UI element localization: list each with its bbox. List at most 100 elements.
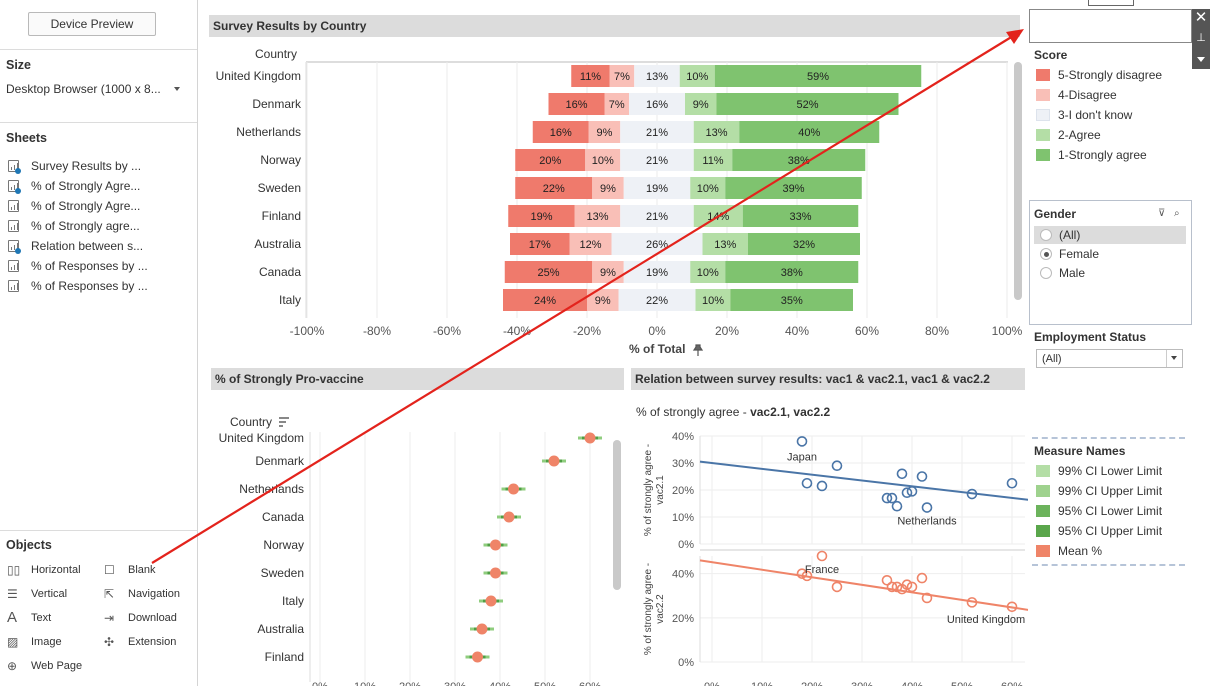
object-web-page[interactable]: ⊕ Web Page	[7, 659, 99, 677]
mean-point[interactable]	[503, 511, 515, 523]
score-legend-item[interactable]: 2-Agree	[1036, 127, 1186, 143]
bar-value-label: 35%	[781, 295, 803, 307]
mean-point[interactable]	[490, 567, 501, 579]
relation-subtitle-bold: vac2.1, vac2.2	[750, 405, 831, 419]
sheet-item[interactable]: % of Responses by ...	[8, 278, 193, 296]
legend-swatch	[1036, 129, 1050, 141]
scatter-point[interactable]	[916, 572, 928, 584]
object-horizontal[interactable]: ▯▯ Horizontal	[7, 563, 99, 581]
country-axis-title: Country	[230, 415, 272, 429]
scatter-point[interactable]	[966, 597, 978, 608]
gender-option[interactable]: (All)	[1034, 226, 1184, 244]
scatter-point[interactable]	[901, 579, 913, 591]
category-label: Norway	[260, 153, 301, 167]
divider	[0, 530, 197, 531]
x-tick-label: 60%	[1001, 681, 1023, 686]
x-tick-label: -40%	[503, 324, 531, 338]
mean-point[interactable]	[485, 595, 497, 607]
blank-object-placeholder[interactable]	[1029, 9, 1192, 43]
scatter-point[interactable]	[891, 581, 903, 593]
mean-point[interactable]	[584, 432, 596, 444]
measure-legend-item[interactable]: 95% CI Lower Limit	[1036, 503, 1186, 519]
pin-icon[interactable]: ⊥	[1196, 32, 1206, 44]
pro-vaccine-scrollbar[interactable]	[613, 440, 621, 590]
score-legend-item[interactable]: 5-Strongly disagree	[1036, 67, 1186, 83]
size-dropdown[interactable]: Desktop Browser (1000 x 8...	[6, 82, 182, 98]
category-label: Canada	[262, 510, 304, 524]
sheet-item[interactable]: % of Strongly Agre...	[8, 198, 193, 216]
clear-filter-icon[interactable]: ⊽	[1158, 208, 1166, 219]
bar-value-label: 9%	[600, 267, 616, 279]
globe-icon: ⊕	[7, 659, 18, 673]
scatter-point[interactable]	[1006, 601, 1018, 613]
legend-swatch	[1036, 69, 1050, 81]
sheet-item[interactable]: Survey Results by ...	[8, 158, 193, 176]
scatter-point[interactable]	[796, 436, 808, 447]
sheet-item[interactable]: % of Strongly Agre...	[8, 178, 193, 196]
bar-value-label: 21%	[646, 127, 668, 139]
y-tick-label: 0%	[678, 657, 694, 669]
close-icon[interactable]: ✕	[1194, 9, 1208, 26]
mean-point[interactable]	[472, 651, 483, 663]
score-legend-item[interactable]: 3-I don't know	[1036, 107, 1186, 123]
measure-legend-item[interactable]: 95% CI Upper Limit	[1036, 523, 1186, 539]
category-label: Italy	[279, 293, 301, 307]
legend-swatch	[1036, 149, 1050, 161]
object-extension[interactable]: ✣ Extension	[104, 635, 196, 653]
mean-point[interactable]	[490, 539, 501, 551]
x-tick-label: -80%	[363, 324, 391, 338]
country-axis-title: Country	[255, 47, 297, 61]
scatter-point[interactable]	[831, 581, 843, 593]
chevron-down-icon[interactable]	[1197, 57, 1205, 62]
mean-point[interactable]	[476, 623, 488, 635]
gender-option[interactable]: Male	[1034, 264, 1184, 282]
scatter-point[interactable]	[921, 502, 933, 513]
object-image[interactable]: ▨ Image	[7, 635, 99, 653]
measure-legend-item[interactable]: 99% CI Lower Limit	[1036, 463, 1186, 479]
sheet-item[interactable]: Relation between s...	[8, 238, 193, 256]
sheet-item[interactable]: % of Responses by ...	[8, 258, 193, 276]
scatter-point[interactable]	[816, 480, 828, 492]
device-preview-button[interactable]: Device Preview	[28, 12, 156, 36]
measure-legend-item[interactable]: Mean %	[1036, 543, 1186, 559]
object-text[interactable]: A Text	[7, 610, 99, 629]
drag-handle[interactable]	[1088, 0, 1134, 6]
legend-swatch	[1036, 505, 1050, 517]
scatter-point[interactable]	[921, 592, 933, 604]
scatter-point[interactable]	[916, 471, 928, 482]
gender-option[interactable]: Female	[1034, 245, 1184, 263]
object-download[interactable]: ⇥ Download	[104, 611, 196, 629]
bar-value-label: 24%	[534, 295, 556, 307]
object-vertical[interactable]: ☰ Vertical	[7, 587, 99, 605]
radio-button[interactable]	[1040, 248, 1052, 260]
scatter-point[interactable]	[896, 468, 908, 480]
scatter-point[interactable]	[886, 581, 898, 593]
scatter-point[interactable]	[801, 570, 813, 582]
mean-point[interactable]	[548, 455, 560, 467]
score-legend-item[interactable]: 1-Strongly agree	[1036, 147, 1186, 163]
scatter-point[interactable]	[796, 568, 808, 579]
scatter-point[interactable]	[816, 550, 828, 562]
sheet-item[interactable]: % of Strongly agre...	[8, 218, 193, 236]
chevron-down-icon	[1171, 356, 1177, 360]
scatter-point[interactable]	[891, 500, 903, 512]
measure-legend-item[interactable]: 99% CI Upper Limit	[1036, 483, 1186, 499]
object-navigation[interactable]: ⇱ Navigation	[104, 587, 196, 605]
mean-point[interactable]	[508, 483, 519, 495]
survey-scrollbar[interactable]	[1014, 62, 1022, 300]
object-label: Web Page	[31, 660, 83, 672]
scatter-point[interactable]	[881, 574, 893, 586]
y-tick-label: 10%	[672, 512, 694, 524]
trend-line	[699, 460, 1028, 501]
score-legend-item[interactable]: 4-Disagree	[1036, 87, 1186, 103]
radio-button[interactable]	[1040, 267, 1052, 279]
search-icon[interactable]: ⌕	[1174, 208, 1180, 219]
scatter-point[interactable]	[801, 477, 813, 489]
pin-icon[interactable]	[692, 344, 704, 356]
scatter-point[interactable]	[906, 581, 918, 593]
bar-value-label: 9%	[693, 99, 709, 111]
employment-dropdown[interactable]: (All)	[1036, 349, 1183, 368]
sort-icon[interactable]	[279, 417, 289, 427]
radio-button[interactable]	[1040, 229, 1052, 241]
object-blank[interactable]: ☐ Blank	[104, 563, 196, 581]
